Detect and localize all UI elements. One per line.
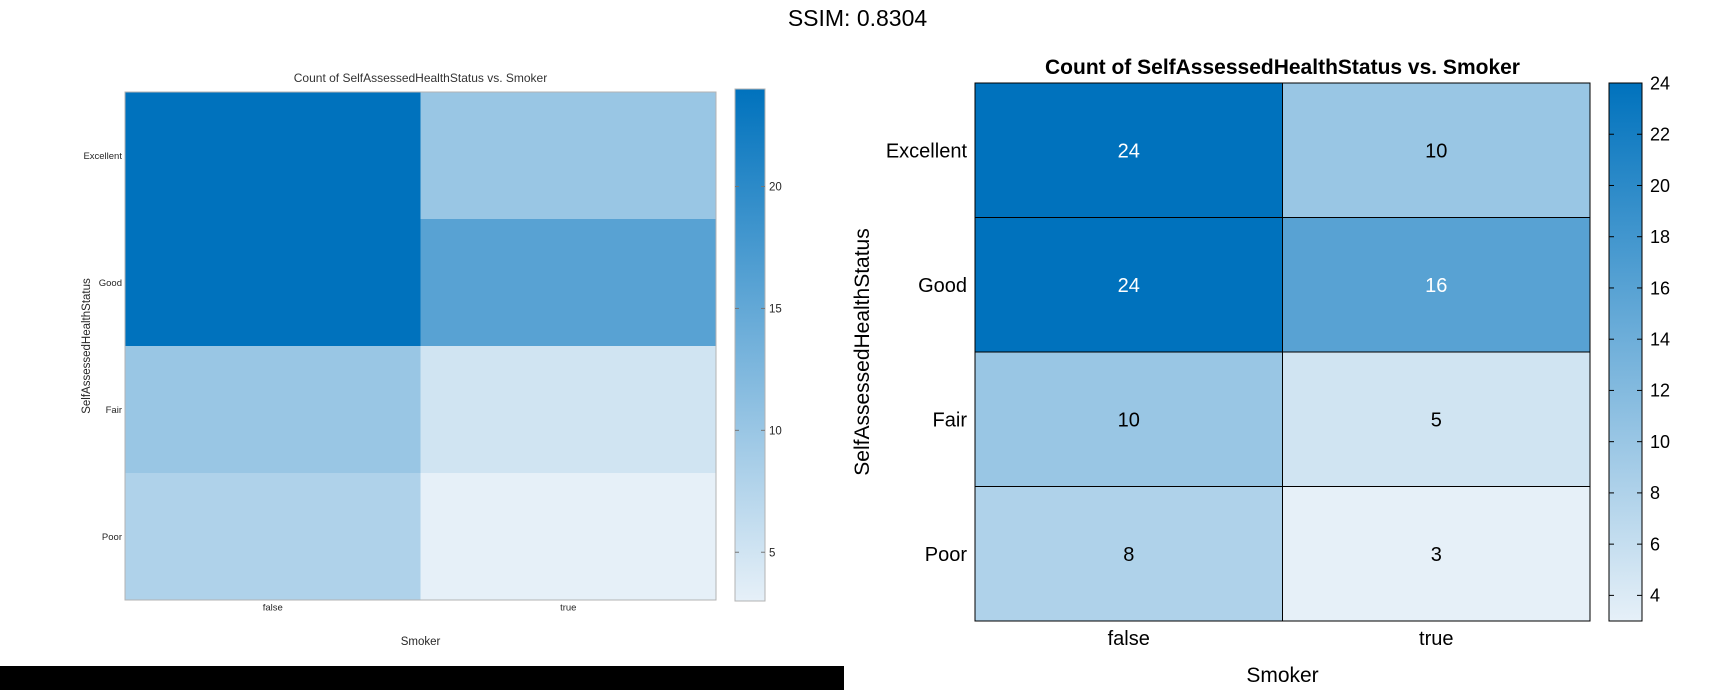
y-tick-label: Excellent — [83, 151, 122, 162]
colorbar — [734, 88, 766, 602]
heatmap-left: Count of SelfAssessedHealthStatus vs. Sm… — [81, 71, 782, 648]
heatmap-cell-good-true — [420, 219, 716, 346]
cell-value-label: 3 — [1431, 544, 1442, 566]
colorbar-tick-label: 10 — [1650, 432, 1670, 452]
cell-value-label: 10 — [1425, 140, 1447, 162]
colorbar-tick-label: 10 — [769, 425, 782, 437]
x-tick-label: true — [560, 603, 576, 614]
y-tick-label: Good — [99, 278, 122, 289]
heatmap-cell-poor-true — [420, 473, 716, 600]
x-axis-label: Smoker — [1246, 664, 1318, 687]
cell-value-label: 10 — [1118, 409, 1140, 431]
colorbar — [1608, 82, 1643, 622]
cell-value-label: 16 — [1425, 275, 1447, 297]
heatmap-cell-excellent-false — [125, 92, 421, 219]
heatmap-cell-excellent-true — [1282, 82, 1591, 218]
colorbar-tick-label: 20 — [769, 182, 782, 194]
y-tick-label: Excellent — [886, 140, 968, 162]
plot-frame — [124, 91, 717, 601]
colorbar-tick-label: 20 — [1650, 176, 1670, 196]
y-tick-label: Fair — [933, 409, 968, 431]
cell-value-label: 8 — [1123, 544, 1134, 566]
heatmap-cell-excellent-false — [974, 82, 1283, 218]
x-tick-label: true — [1419, 628, 1453, 650]
colorbar-tick-label: 18 — [1650, 227, 1670, 247]
colorbar-tick-label: 12 — [1650, 381, 1670, 401]
colorbar-tick-label: 22 — [1650, 125, 1670, 145]
y-tick-label: Poor — [925, 544, 968, 566]
heatmap-right: Count of SelfAssessedHealthStatus vs. Sm… — [851, 56, 1670, 687]
colorbar-tick-label: 6 — [1650, 534, 1660, 554]
heatmap-cell-poor-false — [974, 486, 1283, 622]
heatmap-cell-fair-true — [1282, 351, 1591, 487]
black-bar — [0, 666, 844, 690]
y-axis-label: SelfAssessedHealthStatus — [851, 228, 874, 475]
cell-value-label: 24 — [1118, 275, 1140, 297]
y-tick-label: Fair — [106, 405, 122, 416]
heatmap-cell-poor-false — [125, 473, 421, 600]
x-tick-label: false — [1108, 628, 1150, 650]
heatmap-cell-fair-false — [125, 346, 421, 473]
cell-value-label: 5 — [1431, 409, 1442, 431]
y-tick-label: Poor — [102, 532, 122, 543]
colorbar-tick-label: 24 — [1650, 73, 1670, 93]
ssim-title: SSIM: 0.8304 — [787, 5, 928, 31]
heatmap-cell-fair-false — [974, 351, 1283, 487]
colorbar-tick-label: 16 — [1650, 278, 1670, 298]
x-axis-label: Smoker — [401, 636, 441, 648]
colorbar-tick-label: 8 — [1650, 483, 1660, 503]
chart-title: Count of SelfAssessedHealthStatus vs. Sm… — [294, 71, 547, 85]
cell-value-label: 24 — [1118, 140, 1140, 162]
colorbar-tick-label: 5 — [769, 547, 775, 559]
y-axis-label: SelfAssessedHealthStatus — [81, 278, 93, 414]
plot-frame — [974, 82, 1591, 622]
heatmap-cell-fair-true — [420, 346, 716, 473]
y-tick-label: Good — [918, 275, 967, 297]
heatmap-cell-excellent-true — [420, 92, 716, 219]
colorbar-tick-label: 4 — [1650, 586, 1660, 606]
colorbar-tick-label: 15 — [769, 303, 782, 315]
x-tick-label: false — [263, 603, 283, 614]
chart-title: Count of SelfAssessedHealthStatus vs. Sm… — [1045, 56, 1520, 79]
colorbar-tick-label: 14 — [1650, 329, 1670, 349]
heatmap-cell-good-false — [125, 219, 421, 346]
